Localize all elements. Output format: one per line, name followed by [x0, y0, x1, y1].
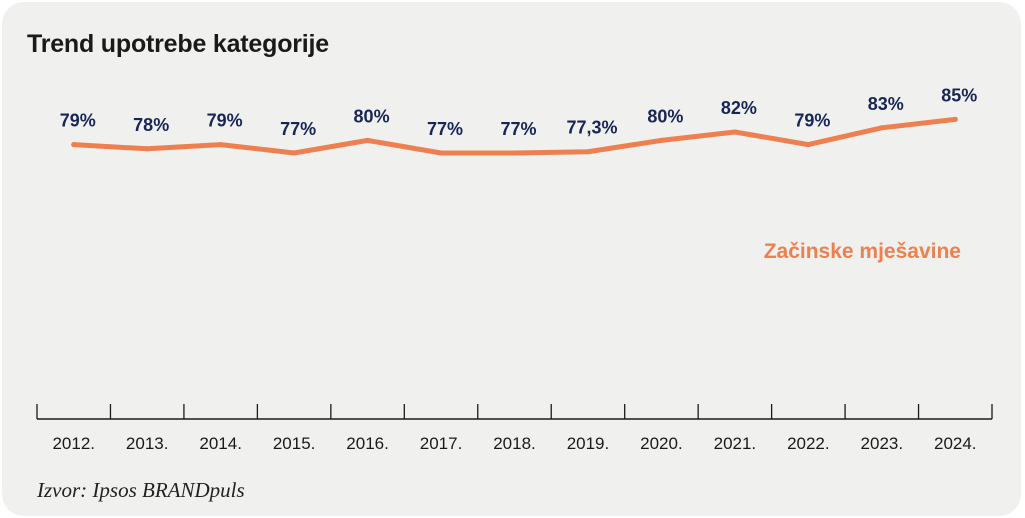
data-label: 77% [427, 119, 463, 139]
data-label: 80% [354, 106, 390, 126]
data-label: 79% [207, 111, 243, 131]
data-point [585, 149, 591, 155]
x-tick-label: 2018. [493, 434, 536, 453]
x-tick-label: 2017. [420, 434, 463, 453]
data-label: 79% [60, 111, 96, 131]
data-label: 85% [941, 85, 977, 105]
source-note: Izvor: Ipsos BRANDpuls [37, 478, 245, 502]
data-point [438, 150, 444, 156]
x-tick-label: 2014. [199, 434, 242, 453]
data-label: 79% [794, 111, 830, 131]
x-tick-label: 2015. [273, 434, 316, 453]
x-tick-label: 2013. [126, 434, 169, 453]
data-point [365, 137, 371, 143]
data-point [218, 142, 224, 148]
data-point [144, 146, 150, 152]
data-label: 77% [500, 119, 536, 139]
data-point [732, 129, 738, 135]
chart-title: Trend upotrebe kategorije [27, 30, 330, 58]
data-point [658, 137, 664, 143]
data-point [291, 150, 297, 156]
data-point [512, 150, 517, 156]
data-label: 83% [868, 94, 904, 114]
data-label: 77,3% [566, 118, 617, 138]
series-name-label: Začinske mješavine [764, 240, 961, 263]
x-tick-label: 2016. [346, 434, 389, 453]
x-tick-label: 2022. [787, 434, 830, 453]
data-label: 82% [721, 98, 757, 118]
data-point [71, 142, 77, 148]
x-tick-label: 2020. [640, 434, 683, 453]
x-tick-label: 2012. [52, 434, 95, 453]
x-tick-label: 2024. [934, 434, 977, 453]
x-tick-label: 2023. [861, 434, 904, 453]
data-point [805, 142, 811, 148]
data-point [879, 125, 885, 131]
x-tick-label: 2021. [714, 434, 757, 453]
x-tick-label: 2019. [567, 434, 610, 453]
data-label: 80% [647, 106, 683, 126]
data-point [952, 116, 958, 122]
data-label: 77% [280, 119, 316, 139]
data-label: 78% [133, 115, 169, 135]
